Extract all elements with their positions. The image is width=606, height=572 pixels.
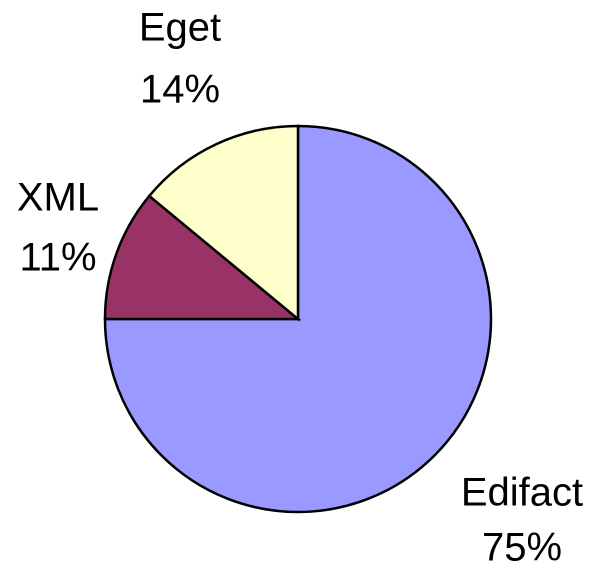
slice-value-label: 75% [482,526,562,570]
pie-slice [103,124,493,514]
slice-label: Eget [139,6,221,50]
slice-label: Edifact [461,471,583,515]
pie-slice [103,194,302,321]
pie-slice [147,124,300,322]
slice-value-label: 11% [19,236,96,280]
slice-value-label: 14% [140,68,220,112]
slice-label: XML [17,176,99,220]
